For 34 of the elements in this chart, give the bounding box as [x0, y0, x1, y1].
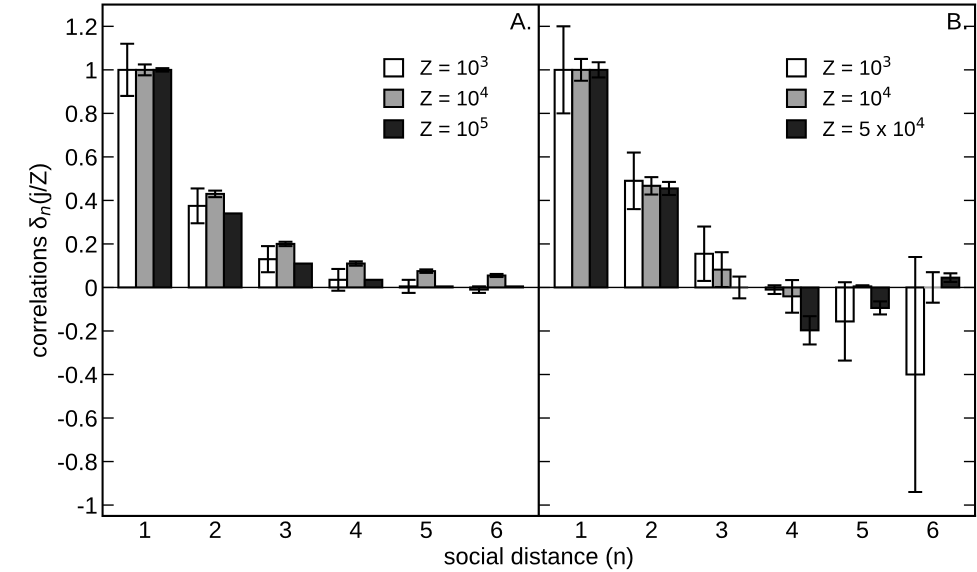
- y-tick-label: 0.4: [66, 192, 98, 210]
- x-tick-label: 1: [140, 522, 150, 538]
- x-tick-label: 6: [927, 521, 938, 538]
- x-tick-label: 5: [420, 522, 432, 538]
- annotation: B.: [948, 13, 966, 30]
- x-tick-label: 2: [210, 521, 221, 538]
- x-tick-label: 5: [856, 522, 868, 538]
- legend-label: Z = 10$^{4}$: [823, 86, 891, 106]
- legend-label: Z = 10$^{3}$: [823, 56, 890, 75]
- annotation: A.: [510, 13, 530, 30]
- y-tick-label: 0.2: [66, 236, 97, 253]
- legend-label: Z = 10$^{3}$: [420, 56, 488, 75]
- y-tick-label: -0.8: [58, 454, 97, 470]
- y-tick-label: -1: [78, 497, 97, 514]
- y-tick-label: -0.4: [58, 366, 98, 384]
- x-tick-label: 2: [646, 521, 657, 538]
- x-axis-title: social distance (n): [444, 547, 632, 570]
- y-tick-label: -0.6: [58, 410, 97, 427]
- legend-label: Z = 5 x 10$^{4}$: [823, 117, 924, 136]
- x-tick-label: 4: [350, 522, 362, 538]
- x-tick-label: 3: [280, 521, 292, 538]
- x-tick-label: 1: [576, 522, 586, 538]
- x-tick-label: 4: [786, 522, 798, 538]
- y-tick-label: 1.2: [66, 18, 97, 35]
- y-tick-label: 1: [86, 62, 97, 78]
- y-tick-label: -0.2: [58, 323, 97, 340]
- legend-label: Z = 10$^{4}$: [420, 86, 488, 106]
- x-tick-label: 3: [716, 521, 728, 538]
- y-tick-label: 0: [86, 280, 97, 296]
- y-tick-label: 0.6: [66, 148, 97, 166]
- y-axis-title: correlations δ$_{n}$(j/Z): [29, 164, 52, 357]
- legend-label: Z = 10$^{5}$: [420, 117, 488, 136]
- x-tick-label: 6: [491, 521, 502, 538]
- y-tick-label: 0.8: [66, 105, 97, 122]
